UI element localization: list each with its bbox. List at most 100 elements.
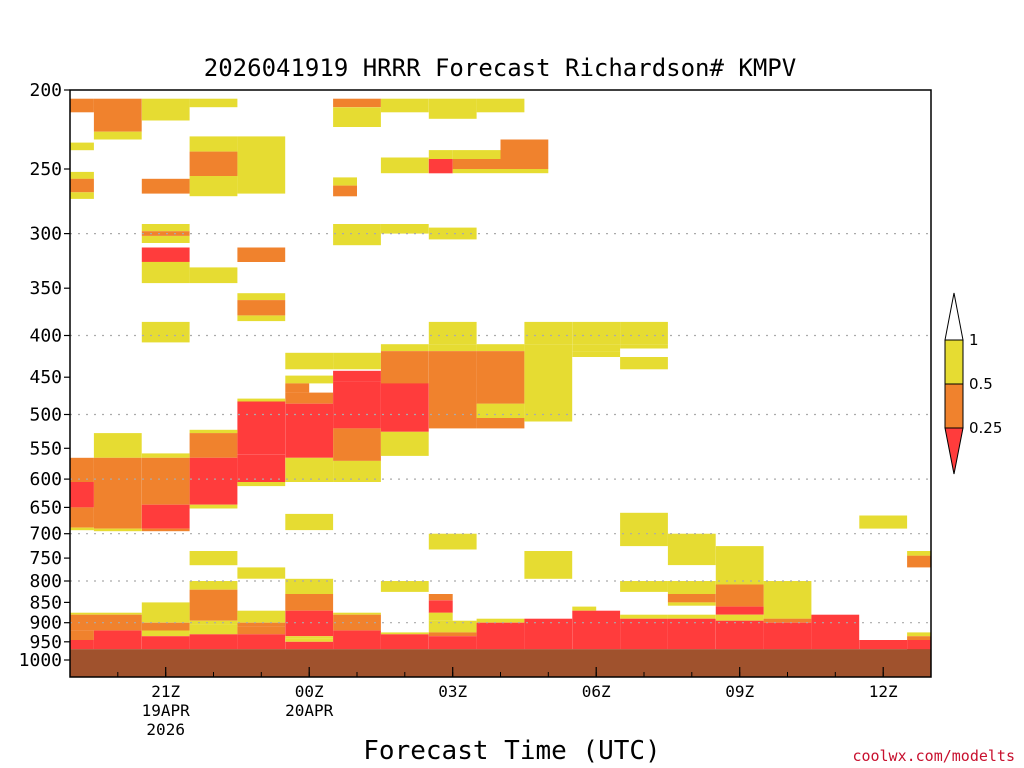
heatmap-cell-yellow xyxy=(428,321,477,345)
y-tick-label: 350 xyxy=(29,278,62,299)
y-tick-label: 450 xyxy=(29,367,62,388)
heatmap-cell-yellow xyxy=(380,157,429,174)
heatmap-cell-orange xyxy=(476,351,525,404)
heatmap-cell-yellow xyxy=(620,581,668,592)
colorbar-legend: 1 0.5 0.25 xyxy=(944,292,1002,475)
heatmap-cell-orange xyxy=(141,231,190,236)
x-tick-label: 2026 xyxy=(146,720,185,739)
x-tick-label: 00Z xyxy=(295,682,324,701)
y-tick-label: 500 xyxy=(29,405,62,426)
heatmap-cell-red xyxy=(93,630,142,650)
heatmap-cell-orange xyxy=(237,247,286,262)
heatmap-cell-yellow xyxy=(70,171,94,179)
heatmap-cell-orange xyxy=(70,630,94,640)
heatmap-cell-yellow xyxy=(524,321,573,345)
heatmap-cell-yellow xyxy=(141,602,190,623)
heatmap-cell-yellow xyxy=(333,107,381,127)
heatmap-cell-yellow xyxy=(572,351,621,357)
heatmap-cell-yellow xyxy=(859,515,908,529)
heatmap-cell-yellow xyxy=(333,177,357,186)
heatmap-cell-red xyxy=(237,401,286,455)
heatmap-cell-red xyxy=(189,634,238,650)
heatmap-cell-orange xyxy=(333,185,357,197)
legend-bin-0.5-1 xyxy=(944,339,964,385)
heatmap-cell-yellow xyxy=(285,375,334,384)
heatmap-cell-yellow xyxy=(189,551,238,566)
heatmap-cell-yellow xyxy=(141,236,190,243)
heatmap-cell-yellow xyxy=(333,224,381,246)
heatmap-cell-yellow xyxy=(572,321,621,345)
heatmap-cell-orange xyxy=(70,98,94,113)
heatmap-cell-yellow xyxy=(620,344,668,349)
heatmap-cell-yellow xyxy=(333,612,381,615)
heatmap-cell-orange xyxy=(476,418,525,429)
heatmap-cell-yellow xyxy=(189,429,238,434)
heatmap-cell-yellow xyxy=(715,546,764,585)
y-tick-label: 650 xyxy=(29,497,62,518)
legend-bin-0.25-0.5 xyxy=(944,383,964,429)
heatmap-cell-red xyxy=(237,454,286,483)
heatmap-cell-yellow xyxy=(141,261,190,284)
heatmap-cell-yellow xyxy=(380,224,429,234)
heatmap-cell-orange xyxy=(141,528,190,532)
heatmap-cell-red xyxy=(811,614,860,650)
heatmap-cell-orange xyxy=(93,457,142,529)
heatmap-cell-orange xyxy=(189,151,238,176)
heatmap-cell-orange xyxy=(380,351,429,384)
heatmap-cell-yellow xyxy=(189,620,238,625)
legend-bin-below-0.25 xyxy=(944,427,964,475)
heatmap-cell-red xyxy=(333,630,381,650)
heatmap-cell-yellow xyxy=(237,136,286,194)
heatmap-cell-yellow xyxy=(428,612,453,621)
heatmap-cell-yellow xyxy=(524,551,573,579)
y-tick-label: 800 xyxy=(29,571,62,592)
heatmap-cell-red xyxy=(380,634,429,650)
heatmap-cell-yellow xyxy=(237,293,286,301)
heatmap-cell-red xyxy=(285,610,334,637)
heatmap-cell-orange xyxy=(667,594,716,603)
heatmap-cell-yellow xyxy=(428,227,477,240)
y-tick-label: 250 xyxy=(29,159,62,180)
heatmap-cell-yellow xyxy=(141,453,190,458)
heatmap-cell-red xyxy=(715,620,764,650)
source-credit: coolwx.com/modelts xyxy=(852,747,1015,765)
heatmap-cell-yellow xyxy=(189,624,238,635)
heatmap-cell-yellow xyxy=(380,431,429,456)
heatmap-cell-red xyxy=(70,482,94,508)
heatmap-cell-orange xyxy=(93,98,142,132)
heatmap-cell-yellow xyxy=(620,321,668,345)
heatmap-cell-yellow xyxy=(189,176,238,197)
y-axis-ticks: 200 250 300 350 400 450 500 550 600 650 700 7508008… xyxy=(19,80,70,671)
heatmap-cell-yellow xyxy=(189,136,238,152)
heatmap-cell-yellow xyxy=(667,602,716,606)
heatmap-cell-yellow xyxy=(763,581,812,619)
heatmap-cell-yellow xyxy=(93,528,142,532)
y-tick-label: 200 xyxy=(29,80,62,101)
heatmap-cell-yellow xyxy=(620,357,668,370)
heatmap-cell-yellow xyxy=(237,482,286,487)
heatmap-cell-orange xyxy=(70,457,94,482)
heatmap-cell-yellow xyxy=(476,403,525,418)
heatmap-cell-orange xyxy=(428,632,477,637)
heatmap-cell-yellow xyxy=(428,150,453,159)
heatmap-cell-yellow xyxy=(70,142,94,151)
heatmap-cell-yellow xyxy=(285,457,334,482)
heatmap-cell-yellow xyxy=(907,632,931,637)
heatmap-cell-red xyxy=(476,622,525,650)
heatmap-cell-yellow xyxy=(524,344,573,422)
heatmap-cell-red xyxy=(859,640,908,650)
heatmap-cell-red xyxy=(620,618,668,650)
heatmap-cell-yellow xyxy=(189,98,238,108)
heatmap-cell-orange xyxy=(237,626,286,635)
legend-label: 0.5 xyxy=(969,375,993,393)
heatmap-cell-yellow xyxy=(237,567,286,579)
heatmap-cell-red xyxy=(524,618,573,650)
heatmap-cell-orange xyxy=(907,636,931,640)
heatmap-cell-yellow xyxy=(285,578,334,595)
heatmap-cell-yellow xyxy=(380,344,429,351)
heatmap-cell-orange xyxy=(763,618,812,623)
heatmap-cell-yellow xyxy=(428,344,477,351)
heatmap-cell-orange xyxy=(333,428,381,461)
heatmap-cell-yellow xyxy=(620,614,668,619)
heatmap-cell-yellow xyxy=(380,581,429,592)
